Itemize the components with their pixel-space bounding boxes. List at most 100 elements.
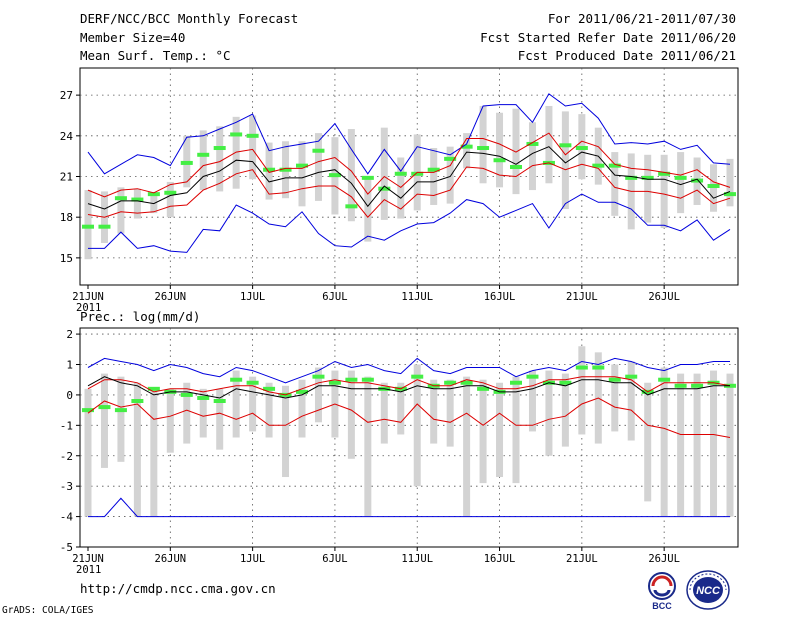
y-tick-label: -1: [60, 419, 73, 432]
ensemble-range-box: [100, 373, 108, 468]
y-tick-label: -2: [60, 450, 73, 463]
ensemble-median-marker: [559, 380, 572, 385]
ensemble-median-marker: [147, 192, 160, 197]
max-line: [87, 93, 731, 175]
ensemble-median-marker: [411, 171, 424, 176]
ensemble-range-box: [463, 376, 471, 517]
ensemble-median-marker: [493, 158, 506, 163]
ensemble-median-marker: [608, 163, 621, 168]
ensemble-median-marker: [444, 380, 457, 385]
ensemble-median-marker: [691, 178, 704, 183]
ensemble-median-marker: [98, 405, 111, 410]
ensemble-range-box: [528, 122, 536, 191]
ensemble-range-box: [298, 379, 306, 438]
ensemble-range-box: [545, 370, 553, 456]
ensemble-median-marker: [559, 143, 572, 148]
x-year-label: 2011: [76, 564, 101, 576]
ensemble-median-marker: [246, 133, 259, 138]
ensemble-median-marker: [510, 165, 522, 170]
x-tick-label: 11JUL: [401, 291, 433, 303]
ensemble-range-box: [677, 152, 685, 214]
x-tick-label: 26JUL: [648, 291, 680, 303]
ensemble-range-box: [199, 130, 207, 191]
ensemble-range-box: [710, 164, 718, 212]
mean-line: [87, 146, 731, 210]
ensemble-range-box: [479, 379, 487, 484]
ensemble-range-box: [528, 370, 536, 432]
ensemble-range-box: [496, 382, 504, 478]
ensemble-median-marker: [328, 173, 341, 178]
x-year-label: 2011: [76, 302, 101, 314]
ensemble-median-marker: [82, 224, 94, 229]
ensemble-median-marker: [197, 152, 210, 157]
ensemble-range-box: [166, 181, 174, 218]
precipitation-panel: -5 -4 -3 -2 -1 0 1 2 21JUN 26JUN 1JUL 6JUL 11JUL 16JU…: [60, 327, 739, 576]
member-size-label: Member Size=40: [80, 30, 186, 45]
ensemble-range-box: [578, 346, 586, 435]
ensemble-range-box: [249, 115, 257, 180]
ncc-logo: NCC: [686, 570, 730, 610]
ensemble-median-marker: [230, 377, 243, 382]
ensemble-median-marker: [246, 380, 259, 385]
ensemble-range-box: [446, 146, 454, 204]
ensemble-median-marker: [526, 374, 539, 379]
x-tick-label: 1JUL: [240, 553, 265, 565]
plot-frame: [79, 327, 739, 548]
ensemble-range-box: [364, 376, 372, 517]
ensemble-median-marker: [197, 395, 210, 400]
x-tick-label: 16JUL: [484, 553, 516, 565]
ensemble-median-marker: [658, 377, 671, 382]
ensemble-range-box: [644, 382, 652, 502]
ensemble-range-box: [463, 133, 471, 169]
x-tick-label: 21JUN: [72, 553, 104, 565]
ensemble-median-marker: [361, 377, 374, 382]
ensemble-median-marker: [114, 408, 127, 413]
mean-minus-sd-line: [87, 397, 731, 438]
y-tick-label: 27: [60, 89, 73, 102]
ensemble-range-box: [561, 373, 569, 447]
forecast-produced-label: Fcst Produced Date 2011/06/21: [517, 48, 736, 63]
ensemble-range-box: [265, 382, 273, 438]
ensemble-median-marker: [510, 380, 522, 385]
mean-minus-sd-line: [87, 162, 731, 218]
y-tick-label: 21: [60, 171, 73, 184]
ensemble-median-marker: [674, 175, 687, 180]
ensemble-range-box: [446, 379, 454, 447]
ensemble-median-marker: [575, 146, 588, 151]
ensemble-range-box: [133, 382, 141, 517]
ensemble-median-marker: [460, 144, 473, 149]
ensemble-median-marker: [444, 156, 457, 161]
ensemble-median-marker: [625, 175, 638, 180]
ensemble-median-marker: [345, 377, 358, 382]
ensemble-median-marker: [608, 377, 621, 382]
ensemble-median-marker: [164, 190, 177, 195]
bcc-logo: BCC: [648, 572, 676, 611]
y-tick-label: -3: [60, 480, 73, 493]
ensemble-range-box: [150, 388, 158, 517]
y-tick-label: 1: [66, 359, 73, 372]
ensemble-range-box: [232, 116, 240, 189]
ensemble-median-marker: [592, 163, 605, 168]
ensemble-range-box: [84, 388, 92, 517]
x-tick-label: 26JUL: [648, 553, 680, 565]
x-tick-label: 21JUL: [566, 553, 598, 565]
ensemble-median-marker: [213, 146, 226, 151]
precip-panel-title: Prec.: log(mm/d): [80, 309, 201, 324]
source-url[interactable]: http://cmdp.ncc.cma.gov.cn: [80, 581, 276, 596]
ensemble-range-box: [710, 370, 718, 517]
ensemble-median-marker: [724, 192, 736, 197]
ensemble-range-box: [561, 111, 569, 210]
ensemble-range-box: [430, 148, 438, 205]
ensemble-range-box: [397, 382, 405, 435]
ensemble-median-marker: [427, 167, 440, 172]
forecast-start-label: Fcst Started Refer Date 2011/06/20: [480, 30, 736, 45]
forecast-period-label: For 2011/06/21-2011/07/30: [547, 11, 736, 26]
ensemble-median-marker: [328, 380, 341, 385]
y-tick-label: 15: [60, 252, 73, 265]
ensemble-range-box: [183, 382, 191, 444]
ensemble-range-box: [216, 388, 224, 450]
chart-title: DERF/NCC/BCC Monthly Forecast: [80, 11, 299, 26]
ensemble-median-marker: [592, 365, 605, 370]
plot-frame: [79, 67, 739, 286]
ensemble-median-marker: [394, 171, 407, 176]
